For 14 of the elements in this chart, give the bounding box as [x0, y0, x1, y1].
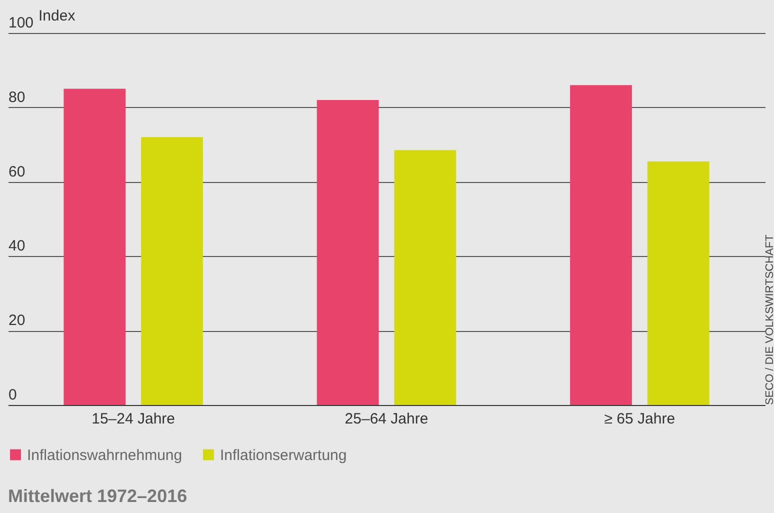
x-tick-label: ≥ 65 Jahre [604, 410, 676, 428]
annotation: SECO / DIE VOLKSWIRTSCHAFT [764, 234, 774, 405]
text: Mittelwert 1972–2016 [8, 486, 188, 506]
y-tick-label: 20 [8, 312, 26, 330]
y-tick-label: 80 [8, 88, 26, 106]
y-tick-label: 100 [8, 14, 34, 32]
legend-label: Inflationswahrnehmung [27, 446, 182, 464]
x-tick-label: 25–64 Jahre [344, 410, 428, 428]
y-axis-title: Index [38, 8, 76, 24]
x-tick-label: 15–24 Jahre [92, 410, 176, 428]
y-tick-label: 40 [8, 238, 26, 255]
y-tick-label: 0 [8, 386, 17, 404]
legend-label: Inflationserwartung [220, 446, 347, 464]
y-tick-label: 60 [8, 163, 26, 180]
